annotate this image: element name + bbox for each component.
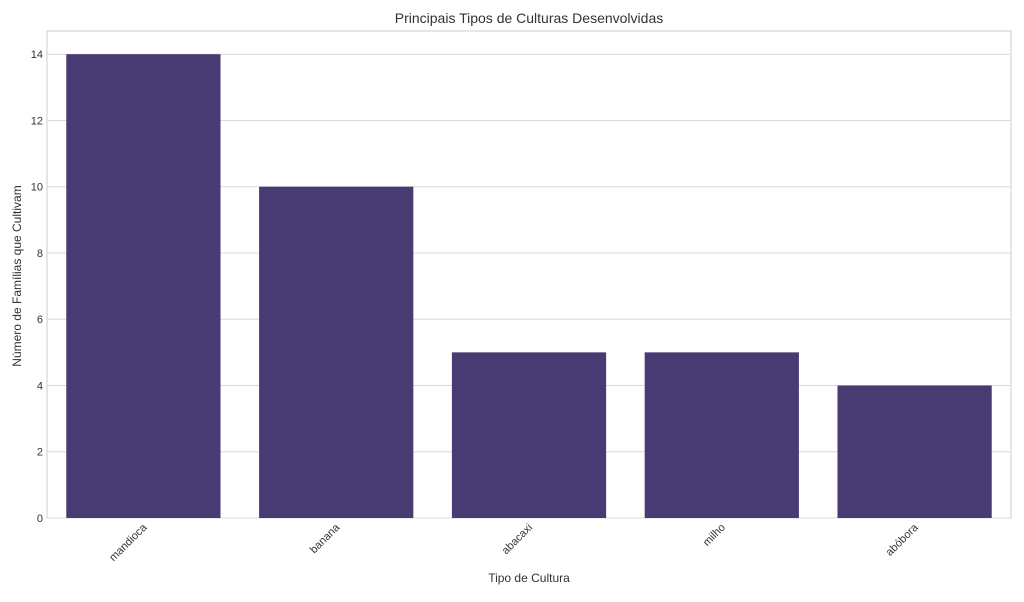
bar-abacaxi: [451, 352, 607, 518]
bar-milho: [644, 352, 799, 518]
bars: [66, 54, 992, 518]
y-tick-label: 10: [31, 182, 43, 194]
y-tick-label: 8: [37, 248, 43, 260]
y-tick-label: 2: [37, 447, 43, 459]
y-tick-label: 12: [31, 115, 43, 127]
bar-banana: [259, 186, 414, 518]
x-tick-label: banana: [308, 521, 343, 556]
bar-mandioca: [66, 54, 221, 518]
x-tick-label: mandioca: [107, 521, 150, 564]
y-tick-label: 0: [37, 513, 43, 525]
x-tick-label: abóbora: [884, 521, 922, 559]
y-axis-label: Número de Famílias que Cultivam: [10, 185, 24, 366]
x-axis-ticks: mandioca banana abacaxi milho abóbora: [107, 521, 921, 564]
y-axis-ticks: 0 2 4 6 8 10 12 14: [31, 49, 43, 525]
y-tick-label: 14: [31, 49, 43, 61]
x-tick-label: milho: [701, 522, 728, 549]
chart-title: Principais Tipos de Culturas Desenvolvid…: [395, 10, 663, 26]
y-tick-label: 4: [37, 380, 43, 392]
x-axis-label: Tipo de Cultura: [488, 571, 570, 585]
bar-abóbora: [837, 385, 992, 518]
x-tick-label: abacaxi: [500, 522, 535, 557]
y-tick-label: 6: [37, 314, 43, 326]
